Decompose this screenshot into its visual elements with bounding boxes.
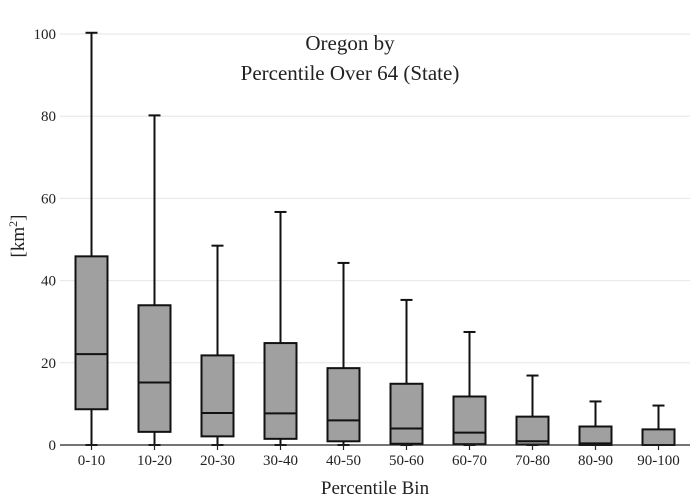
x-tick-label: 0-10 bbox=[78, 453, 106, 469]
iqr-box bbox=[74, 255, 109, 411]
box-10-20 bbox=[137, 114, 172, 446]
y-tick-label: 80 bbox=[41, 109, 56, 125]
iqr-box bbox=[641, 428, 676, 446]
x-tick-label: 70-80 bbox=[515, 453, 550, 469]
chart-title-line2: Percentile Over 64 (State) bbox=[241, 61, 460, 85]
box-50-60 bbox=[389, 298, 424, 446]
box-0-10 bbox=[74, 31, 109, 446]
y-tick-label: 0 bbox=[49, 438, 57, 454]
iqr-box bbox=[452, 395, 487, 446]
x-tick-label: 60-70 bbox=[452, 453, 487, 469]
box-60-70 bbox=[452, 330, 487, 446]
x-tick-label: 10-20 bbox=[137, 453, 172, 469]
iqr-box bbox=[200, 354, 235, 438]
box-20-30 bbox=[200, 244, 235, 446]
x-tick-label: 50-60 bbox=[389, 453, 424, 469]
iqr-box bbox=[515, 415, 550, 446]
x-tick-label: 40-50 bbox=[326, 453, 361, 469]
x-axis-ticks: 0-10 10-20 20-30 30-40 40-50 50-60 60-70 70-80 8… bbox=[78, 445, 680, 469]
y-axis-title-close: ] bbox=[8, 215, 29, 221]
iqr-box bbox=[389, 382, 424, 445]
iqr-box bbox=[326, 367, 361, 443]
box-80-90 bbox=[578, 400, 613, 447]
x-axis-title: Percentile Bin bbox=[321, 478, 430, 499]
x-tick-label: 30-40 bbox=[263, 453, 298, 469]
y-axis-title: [km2] bbox=[6, 215, 29, 258]
boxes bbox=[74, 31, 676, 447]
gridlines bbox=[60, 33, 690, 364]
x-tick-label: 90-100 bbox=[637, 453, 680, 469]
x-tick-label: 20-30 bbox=[200, 453, 235, 469]
iqr-box bbox=[137, 304, 172, 433]
chart-title-line1: Oregon by bbox=[305, 31, 395, 55]
box-90-100 bbox=[641, 404, 676, 446]
box-70-80 bbox=[515, 374, 550, 446]
box-30-40 bbox=[263, 210, 298, 446]
y-tick-label: 60 bbox=[41, 191, 56, 207]
x-tick-label: 80-90 bbox=[578, 453, 613, 469]
y-tick-label: 40 bbox=[41, 274, 56, 290]
y-axis-title-superscript: 2 bbox=[6, 221, 20, 227]
y-axis-ticks: 0 20 40 60 80 100 bbox=[34, 27, 57, 454]
y-tick-label: 100 bbox=[34, 27, 57, 43]
iqr-box bbox=[263, 342, 298, 440]
y-tick-label: 20 bbox=[41, 356, 56, 372]
iqr-box bbox=[578, 425, 613, 447]
box-40-50 bbox=[326, 261, 361, 446]
y-axis-title-main: [km bbox=[8, 227, 29, 258]
